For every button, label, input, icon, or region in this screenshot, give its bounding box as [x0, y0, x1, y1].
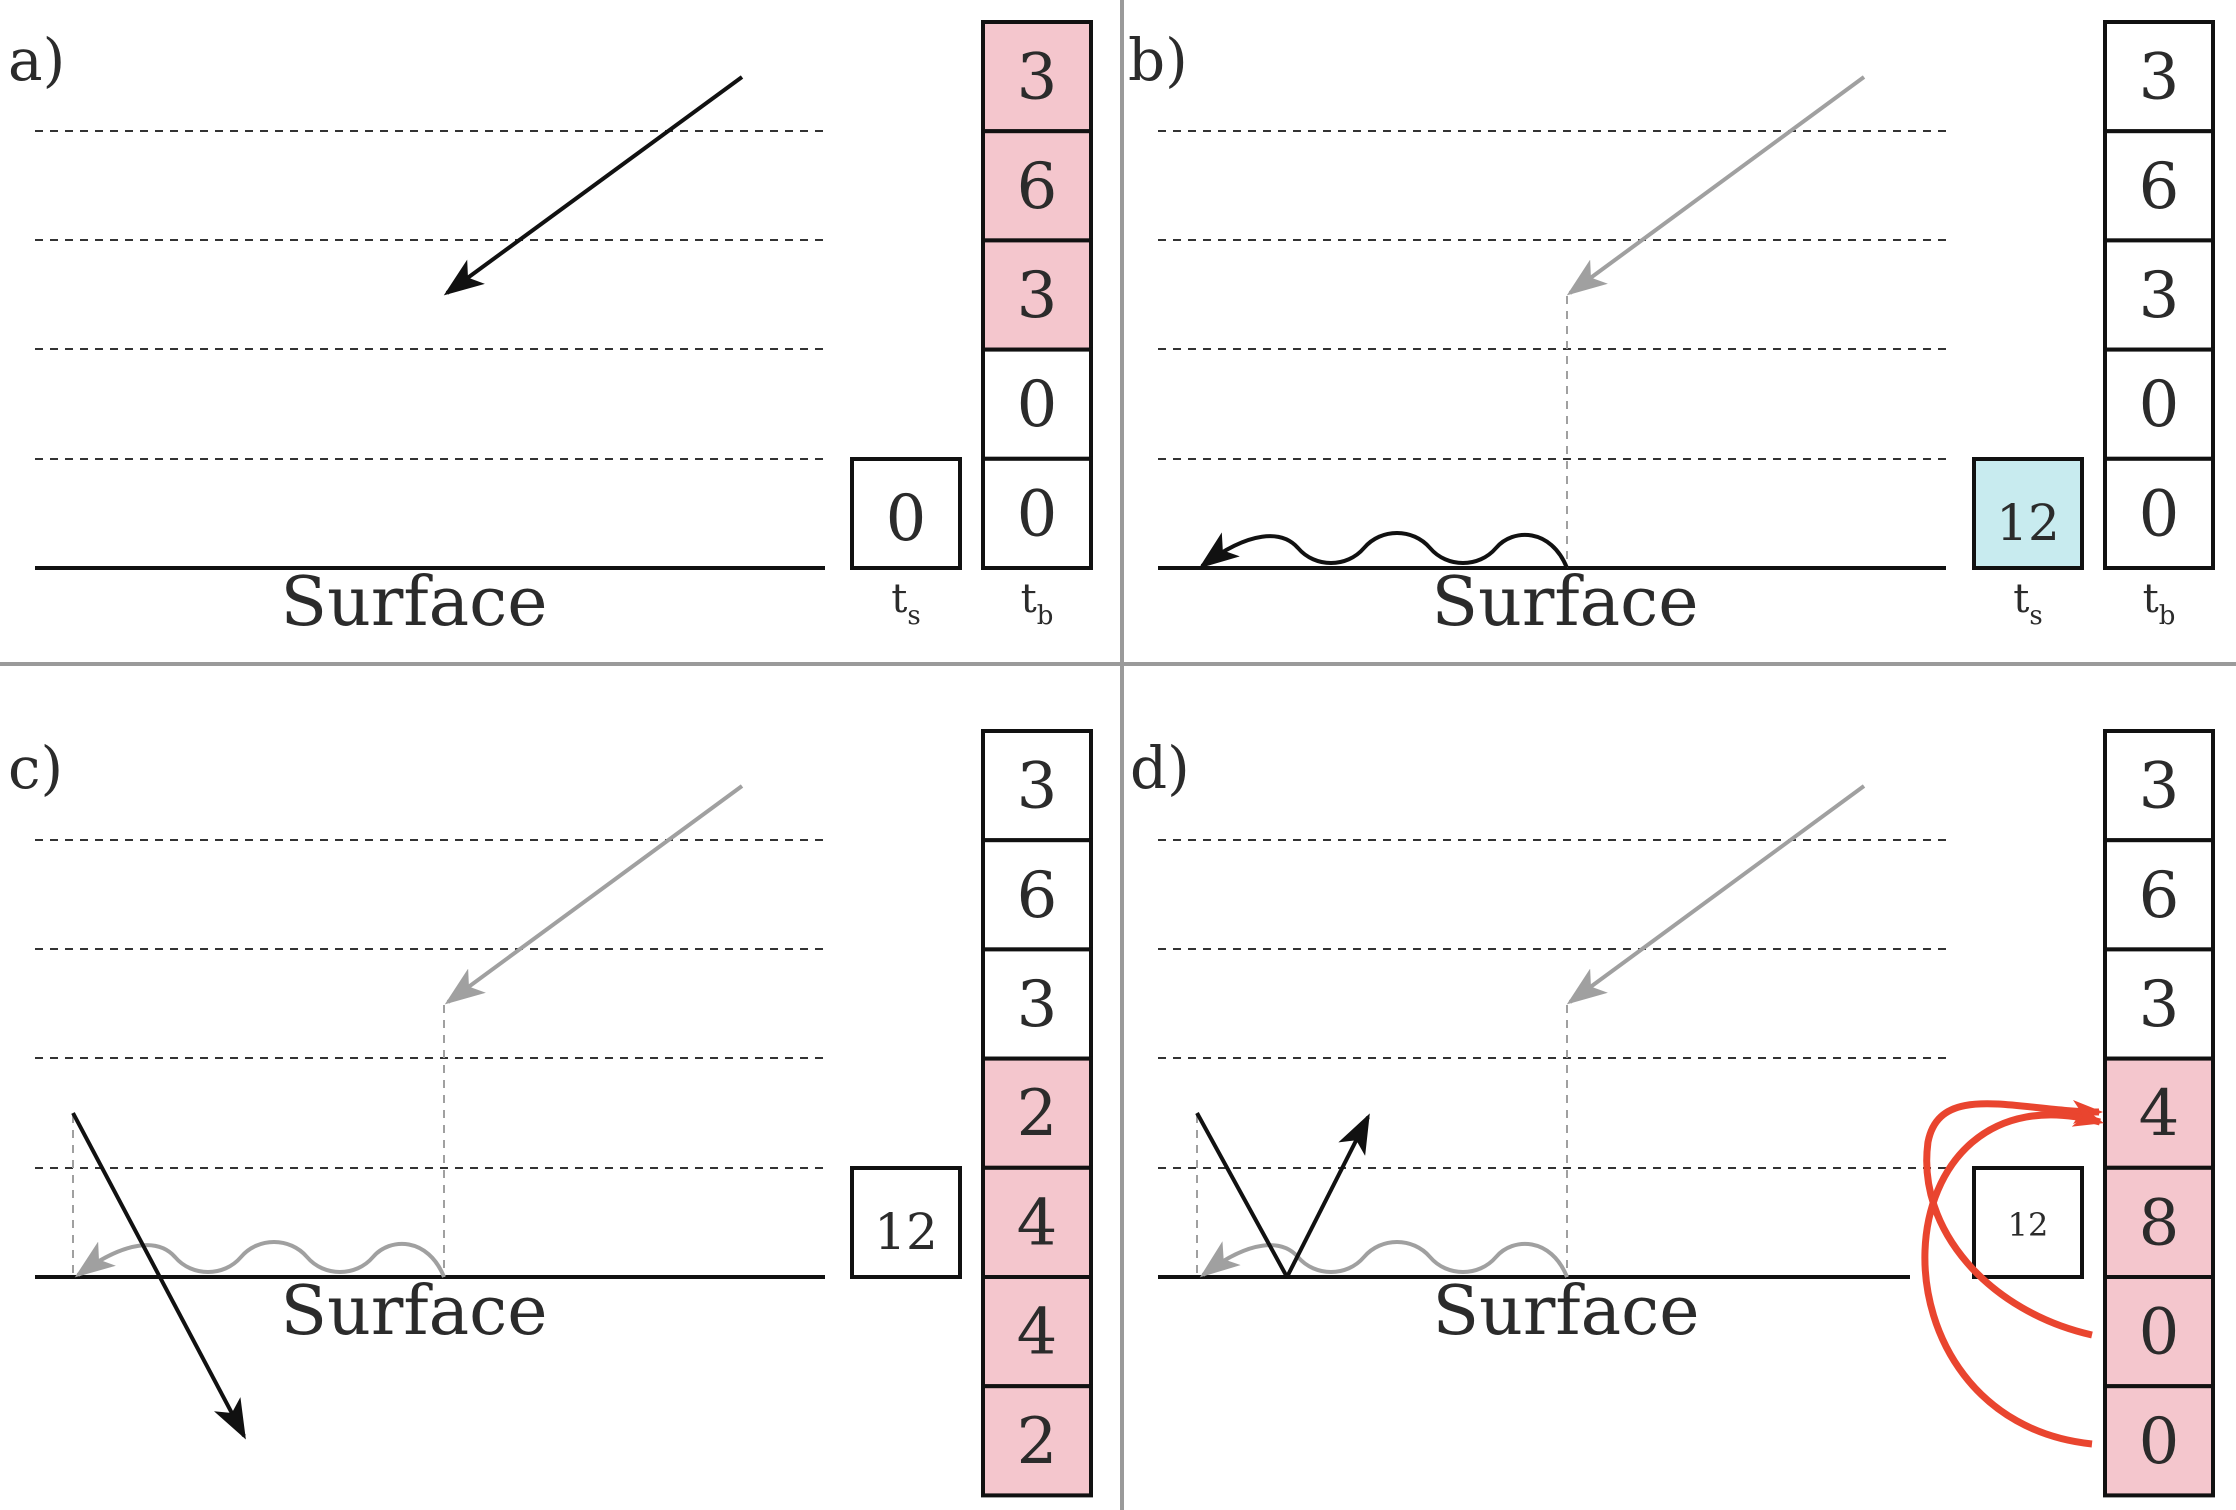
panel-label: c) [8, 734, 63, 802]
surface-wave-arrow-icon [74, 1240, 446, 1278]
tb-cell-value: 3 [1017, 750, 1058, 824]
tb-cell-value: 0 [2139, 1405, 2180, 1479]
tb-cell-value: 0 [1017, 368, 1058, 442]
surface-label: Surface [281, 563, 548, 642]
incoming-ray-arrow-icon [1566, 75, 1866, 296]
tb-cell [981, 347, 1093, 461]
tb-cell [981, 1056, 1093, 1170]
ts-box [1972, 1166, 2084, 1279]
tb-cell [2103, 456, 2215, 570]
tb-cell-value: 3 [2139, 259, 2180, 333]
ts-box [850, 457, 962, 570]
panel-d: d) Surface 12 3 6 3 4 8 0 0 [1130, 729, 2215, 1498]
layer-lines [35, 130, 825, 460]
panel-label: a) [8, 26, 65, 94]
tb-cell-value: 3 [1017, 968, 1058, 1042]
tb-cell-value: 2 [1017, 1405, 1058, 1479]
incoming-ray-arrow-icon [444, 784, 744, 1005]
ts-label-sub: s [907, 601, 920, 631]
tb-cell [981, 129, 1093, 243]
tb-cell [2103, 1165, 2215, 1280]
panel-c: c) Surface 12 3 6 3 2 4 4 2 [8, 729, 1093, 1498]
ts-label-main: t [891, 576, 907, 622]
tb-cell-value: 3 [2139, 41, 2180, 115]
ts-box [850, 1166, 962, 1279]
tb-cell-value: 4 [2139, 1077, 2180, 1151]
tb-label: tb [2143, 576, 2176, 631]
surface-wave-arrow-icon [1199, 1240, 1569, 1278]
tb-cell [981, 947, 1093, 1061]
tb-cell [981, 1275, 1093, 1389]
tb-cell-value: 3 [1017, 41, 1058, 115]
down-ray [1195, 1112, 1289, 1278]
tb-column: 3 6 3 4 8 0 0 [2103, 729, 2215, 1498]
tb-cell-value: 6 [1017, 150, 1058, 224]
tb-cell-value: 6 [1017, 859, 1058, 933]
tb-cell-value: 8 [2139, 1186, 2180, 1260]
ts-label: ts [891, 576, 920, 631]
tb-cell-value: 3 [1017, 259, 1058, 333]
incoming-ray-arrow-icon [443, 75, 744, 296]
tb-cell-value: 0 [2139, 1296, 2180, 1370]
tb-cell-value: 4 [1017, 1296, 1058, 1370]
tb-cell-value: 0 [2139, 368, 2180, 442]
tb-cell-value: 0 [2139, 477, 2180, 551]
tb-column: 3 6 3 0 0 [2103, 20, 2215, 570]
tb-label-main: t [2143, 576, 2159, 622]
tb-cell-value: 2 [1017, 1077, 1058, 1151]
tb-cell-value: 6 [2139, 859, 2180, 933]
reflected-ray-arrow-icon [1285, 1113, 1370, 1278]
ts-value: 0 [886, 482, 927, 556]
tb-cell-value: 0 [1017, 477, 1058, 551]
ts-box [1972, 457, 2084, 570]
tb-cell [981, 729, 1093, 843]
ts-label: ts [2013, 576, 2042, 631]
tb-cell-value: 6 [2139, 150, 2180, 224]
tb-cell [2103, 129, 2215, 243]
tb-cell [2103, 238, 2215, 352]
surface-label: Surface [281, 1272, 548, 1351]
tb-cell [981, 838, 1093, 952]
tb-cell [2103, 1056, 2215, 1170]
tb-cell [981, 1165, 1093, 1280]
redistribution-curved-arrow-icon [1921, 1103, 2104, 1448]
ts-label-main: t [2013, 576, 2029, 622]
layer-lines [1158, 839, 1946, 1169]
layer-lines [35, 839, 825, 1169]
tb-cell [2103, 20, 2215, 134]
tb-label-sub: b [2159, 601, 2176, 631]
incoming-ray-arrow-icon [1566, 784, 1866, 1005]
tb-cell-value: 4 [1017, 1186, 1058, 1260]
tb-label-sub: b [1037, 601, 1054, 631]
redistribution-curved-arrow-icon [1923, 1099, 2103, 1339]
ts-value: 12 [1996, 494, 2060, 552]
tb-column: 3 6 3 0 0 [981, 20, 1093, 570]
transmitted-ray-arrow-icon [71, 1112, 246, 1440]
surface-wave-arrow-icon [1198, 531, 1569, 569]
panel-label: b) [1128, 26, 1188, 94]
ts-value: 12 [874, 1203, 938, 1261]
tb-cell [2103, 1384, 2215, 1498]
tb-label-main: t [1021, 576, 1037, 622]
tb-cell [981, 456, 1093, 570]
tb-label: tb [1021, 576, 1054, 631]
ts-value: 12 [2008, 1206, 2049, 1244]
ts-label-sub: s [2029, 601, 2042, 631]
surface-label: Surface [1433, 1272, 1700, 1351]
tb-cell-value: 3 [2139, 750, 2180, 824]
tb-cell [2103, 729, 2215, 843]
tb-cell [981, 1384, 1093, 1498]
tb-column: 3 6 3 2 4 4 2 [981, 729, 1093, 1498]
tb-cell-value: 3 [2139, 968, 2180, 1042]
panel-label: d) [1130, 734, 1190, 802]
tb-cell [2103, 1275, 2215, 1389]
layer-lines [1158, 130, 1946, 460]
surface-label: Surface [1432, 563, 1699, 642]
